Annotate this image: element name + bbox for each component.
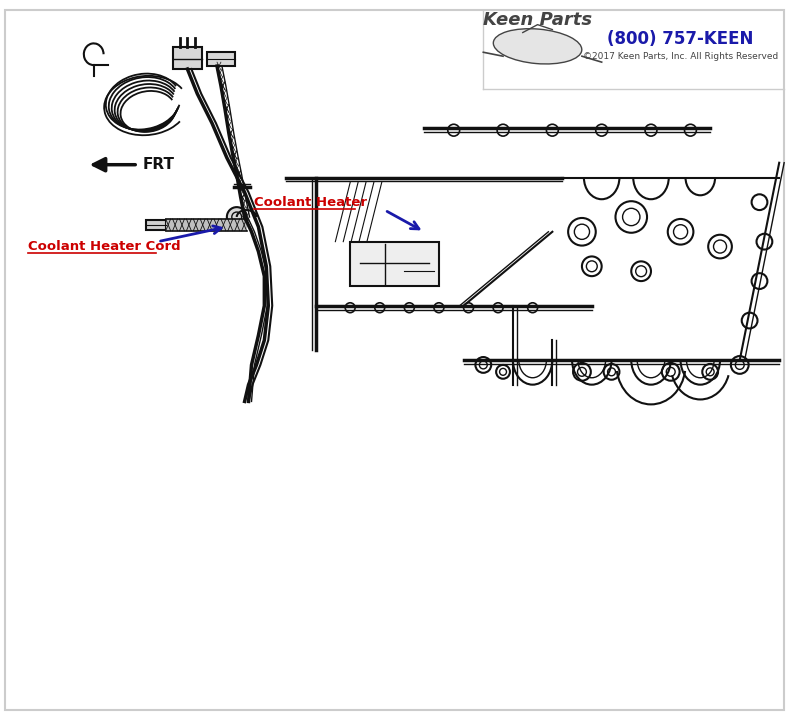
Text: (800) 757-KEEN: (800) 757-KEEN (607, 30, 754, 48)
Bar (166, 219, 246, 231)
Bar (173, 48, 202, 69)
Ellipse shape (494, 29, 582, 64)
Text: Coolant Heater Cord: Coolant Heater Cord (28, 240, 180, 253)
Text: Keen Parts: Keen Parts (483, 11, 592, 29)
Bar (146, 220, 166, 230)
Bar (350, 242, 439, 286)
Text: Coolant Heater: Coolant Heater (254, 196, 367, 209)
Text: ©2017 Keen Parts, Inc. All Rights Reserved: ©2017 Keen Parts, Inc. All Rights Reserv… (583, 52, 778, 60)
Text: FRT: FRT (143, 157, 175, 172)
Bar (207, 53, 234, 66)
Circle shape (227, 207, 246, 227)
